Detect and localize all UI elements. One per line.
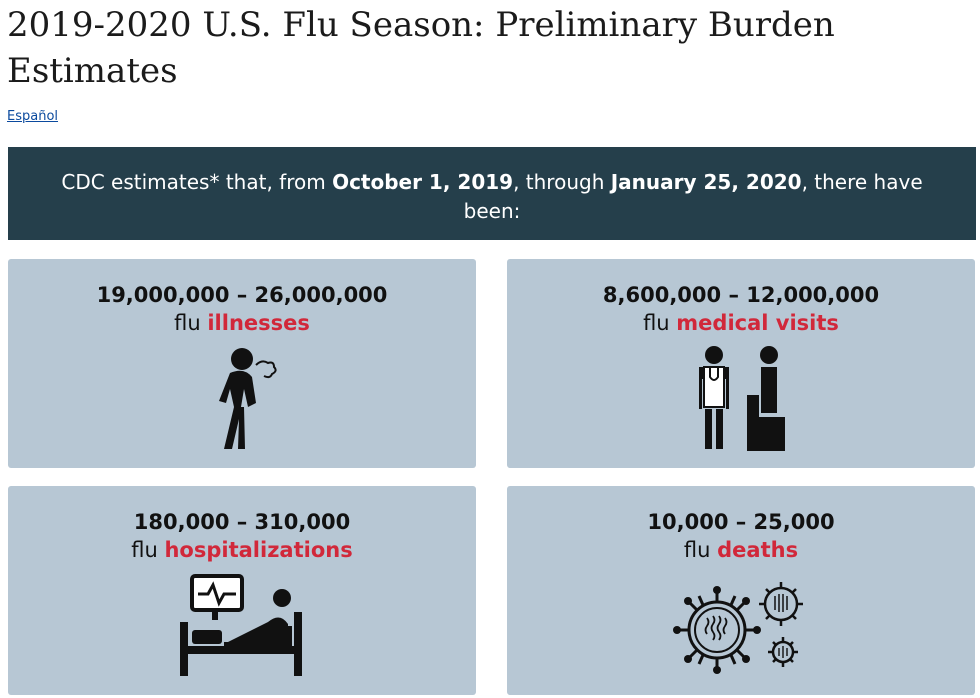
card-range: 19,000,000 – 26,000,000: [96, 283, 388, 307]
card-label-highlight: hospitalizations: [164, 538, 353, 562]
flu-virus-icon: [673, 582, 803, 674]
banner-suffix: , there have been:: [463, 170, 923, 223]
banner-prefix: CDC estimates* that, from: [61, 170, 333, 194]
page-title: 2019-2020 U.S. Flu Season: Preliminary B…: [7, 5, 835, 91]
banner-middle: , through: [513, 170, 611, 194]
card-label-highlight: medical visits: [676, 311, 839, 335]
card-hospitalizations: 180,000 – 310,000 flu hospitalizations: [8, 486, 476, 695]
card-label-prefix: flu: [683, 538, 718, 562]
card-label: flu hospitalizations: [8, 536, 476, 564]
card-medical-visits: 8,600,000 – 12,000,000 flu medical visit…: [507, 259, 975, 468]
hospital-bed-monitor-icon: [180, 574, 302, 676]
card-label: flu deaths: [507, 536, 975, 564]
card-label-prefix: flu: [643, 311, 677, 335]
card-label: flu medical visits: [507, 309, 975, 337]
card-label-prefix: flu: [131, 538, 165, 562]
card-range: 180,000 – 310,000: [133, 510, 351, 534]
card-label-prefix: flu: [174, 311, 208, 335]
language-link-espanol[interactable]: Español: [7, 109, 59, 124]
card-range: 10,000 – 25,000: [647, 510, 835, 534]
card-label: flu illnesses: [8, 309, 476, 337]
card-label-highlight: deaths: [717, 538, 799, 562]
card-label-highlight: illnesses: [207, 311, 310, 335]
banner-start-date: October 1, 2019: [332, 170, 514, 194]
sick-person-coughing-icon: [219, 348, 277, 449]
estimate-banner: CDC estimates* that, from October 1, 201…: [8, 147, 976, 240]
card-illnesses: 19,000,000 – 26,000,000 flu illnesses: [8, 259, 476, 468]
card-deaths: 10,000 – 25,000 flu deaths: [507, 486, 975, 695]
card-range: 8,600,000 – 12,000,000: [602, 283, 880, 307]
doctor-patient-icon: [699, 346, 785, 451]
banner-end-date: January 25, 2020: [610, 170, 802, 194]
